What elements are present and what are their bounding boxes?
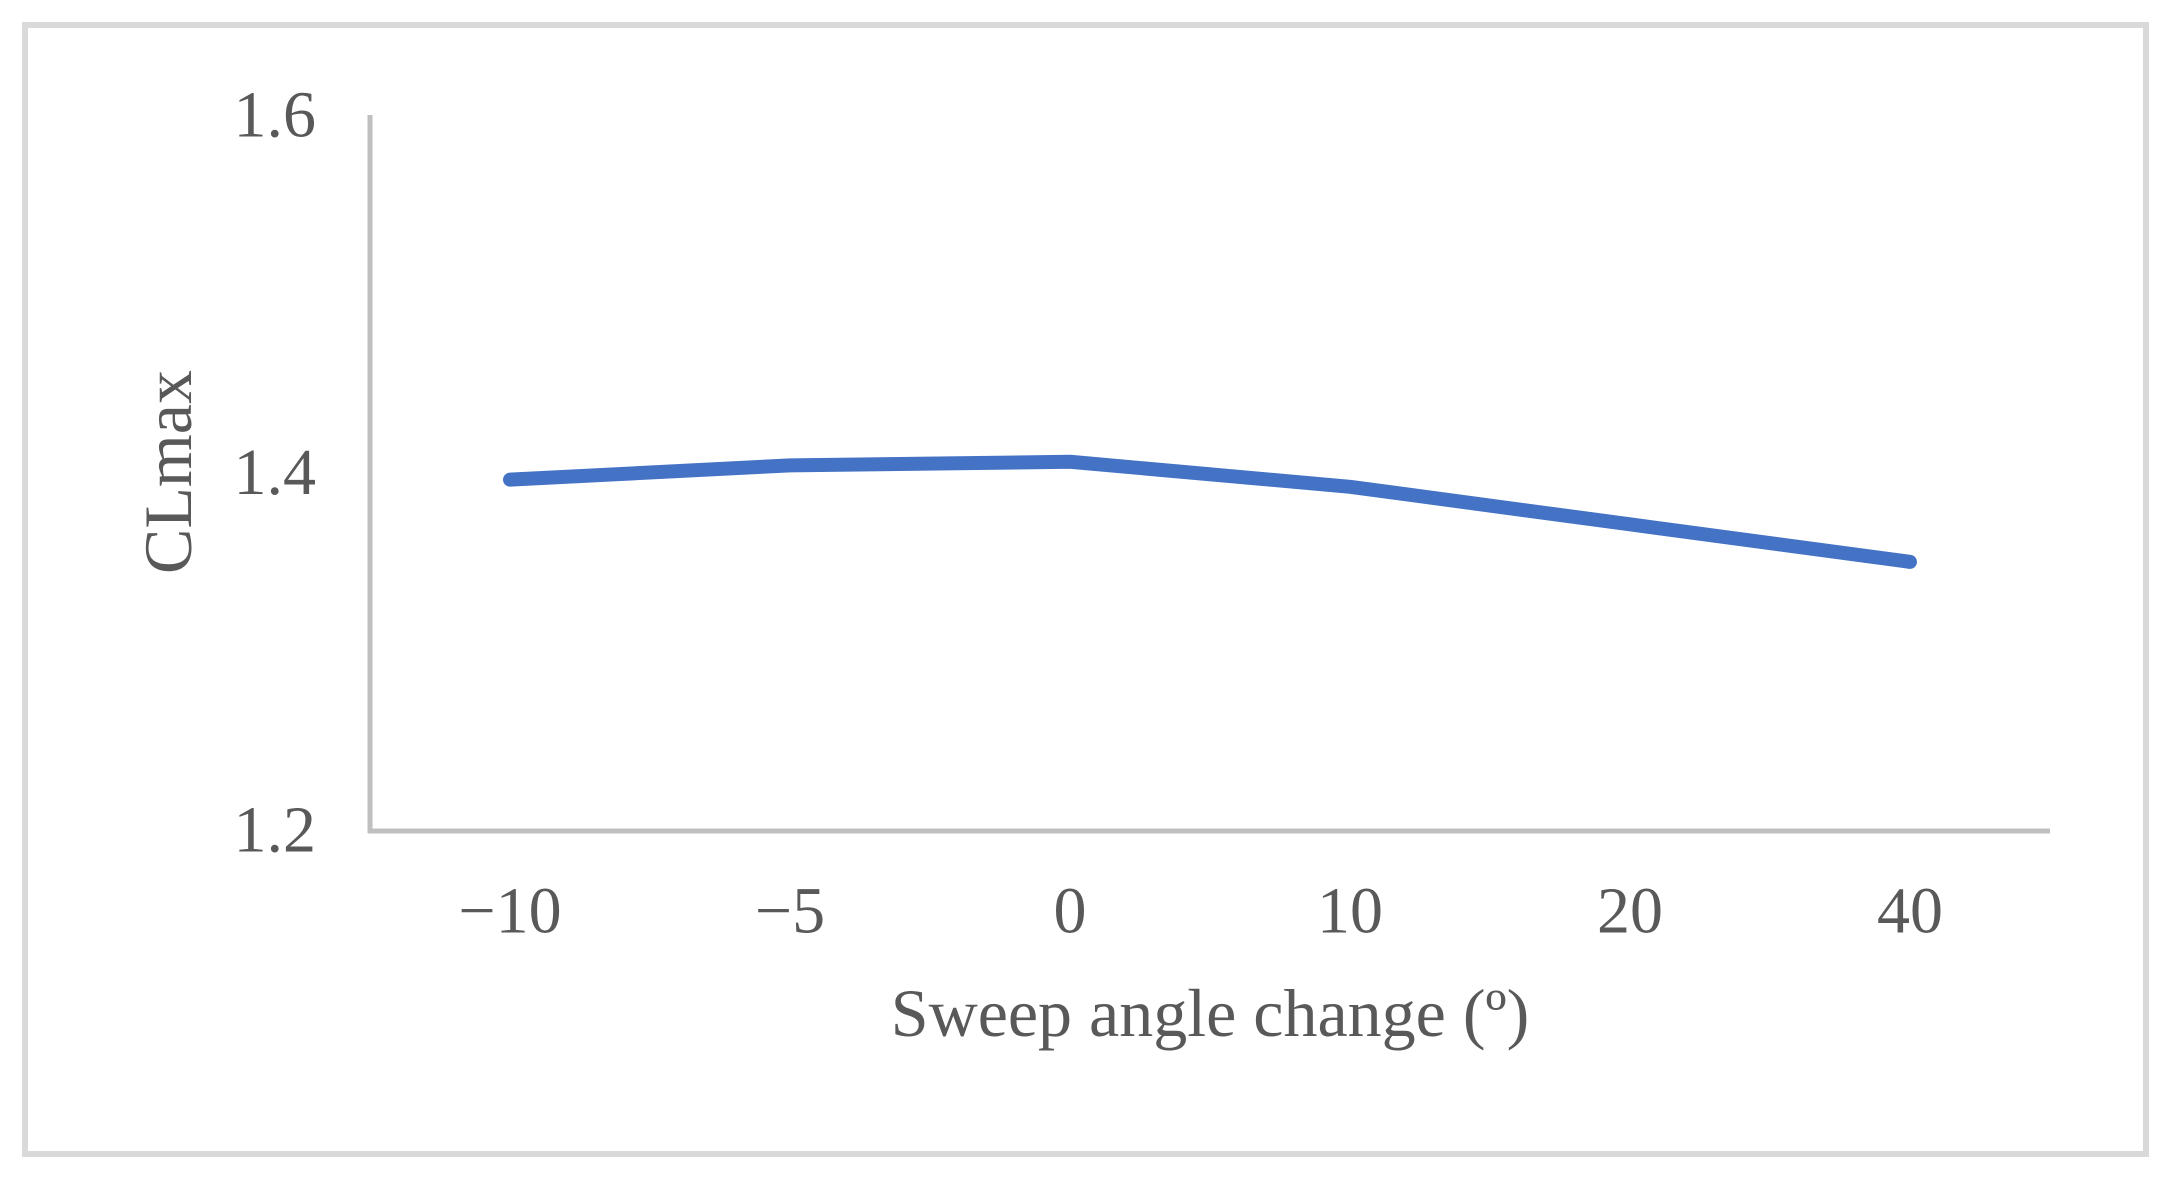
y-axis-title: CLmax <box>130 370 206 574</box>
x-tick-label: 20 <box>1597 875 1663 948</box>
y-axis-tick-labels: 1.2 1.4 1.6 <box>234 79 317 867</box>
x-tick-label: −5 <box>755 875 825 948</box>
x-tick-label: 40 <box>1877 875 1943 948</box>
axes <box>367 115 2050 834</box>
x-axis-title: Sweep angle change (º) <box>891 975 1529 1051</box>
x-tick-label: 0 <box>1054 875 1087 948</box>
x-tick-label: −10 <box>458 875 561 948</box>
series-line-clmax <box>503 454 1917 569</box>
data-series <box>503 454 1917 569</box>
x-tick-label: 10 <box>1317 875 1383 948</box>
y-tick-label: 1.2 <box>234 794 317 867</box>
y-tick-label: 1.4 <box>234 436 317 509</box>
x-axis-tick-labels: −10 −5 0 10 20 40 <box>458 875 1943 948</box>
y-tick-label: 1.6 <box>234 79 317 152</box>
